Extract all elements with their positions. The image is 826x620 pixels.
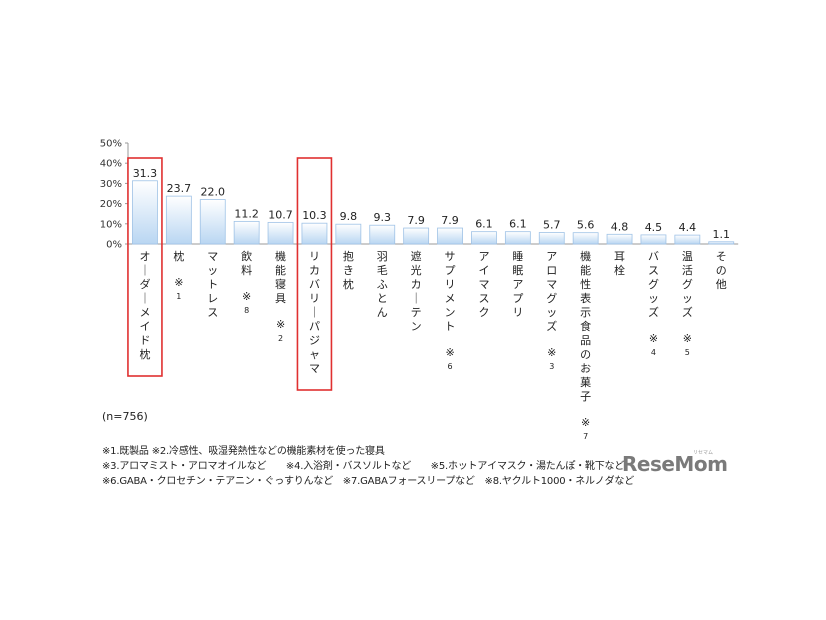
bar bbox=[369, 224, 396, 245]
bar bbox=[538, 232, 565, 245]
value-label: 5.7 bbox=[543, 218, 561, 231]
value-label: 22.0 bbox=[201, 186, 226, 199]
category-label: オ｜ダ｜メイド枕 bbox=[139, 250, 150, 361]
y-tick-label: 0% bbox=[106, 240, 122, 251]
value-label: 6.1 bbox=[475, 218, 493, 231]
bar bbox=[606, 233, 633, 245]
value-label: 31.3 bbox=[133, 167, 158, 180]
category-label: 温活グッズ bbox=[682, 250, 693, 319]
category-note: ※ 7 bbox=[581, 416, 590, 441]
category-label: 耳栓 bbox=[614, 250, 625, 277]
value-label: 23.7 bbox=[167, 182, 192, 195]
bar bbox=[572, 232, 599, 245]
category-label: リカバリ｜パジャマ bbox=[309, 250, 320, 375]
highlight-box bbox=[296, 157, 333, 391]
category-label: 飲料 bbox=[241, 249, 252, 277]
y-tick-label: 10% bbox=[100, 219, 122, 230]
category-note: ※ 1 bbox=[174, 276, 183, 301]
highlight-boxes bbox=[127, 157, 333, 391]
value-label: 4.5 bbox=[645, 221, 663, 234]
bar bbox=[132, 180, 158, 245]
value-label: 9.3 bbox=[374, 211, 392, 224]
value-label: 7.9 bbox=[407, 214, 425, 227]
bar bbox=[335, 223, 362, 245]
value-label: 7.9 bbox=[441, 214, 459, 227]
y-tick-label: 40% bbox=[100, 159, 122, 170]
bars bbox=[132, 180, 735, 245]
bar bbox=[437, 227, 463, 245]
value-label: 6.1 bbox=[509, 218, 527, 231]
value-label: 5.6 bbox=[577, 219, 595, 232]
bar bbox=[267, 221, 294, 245]
bar bbox=[301, 222, 328, 245]
bar bbox=[674, 234, 701, 245]
bar bbox=[708, 241, 735, 245]
footnote-2: ※3.アロマミスト・アロマオイルなど ※4.入浴剤・バスソルトなど ※5.ホット… bbox=[102, 461, 625, 472]
y-axis: 0% 10% 20% 30% 40% 50% bbox=[100, 139, 739, 251]
bar bbox=[471, 231, 497, 245]
highlight-box bbox=[127, 157, 163, 377]
category-note: ※ 6 bbox=[445, 346, 454, 371]
category-label: 遮光カ｜テン bbox=[411, 249, 422, 333]
bar bbox=[233, 220, 260, 245]
category-note: ※ 5 bbox=[683, 332, 692, 357]
category-label: 枕 bbox=[173, 249, 184, 263]
value-label: 10.3 bbox=[302, 209, 327, 222]
footnote-3: ※6.GABA・クロセチン・テアニン・ぐっすりんなど ※7.GABAフォースリー… bbox=[102, 476, 634, 487]
value-label: 9.8 bbox=[340, 210, 358, 223]
y-tick-label: 30% bbox=[100, 179, 122, 190]
category-label: バスグッズ bbox=[648, 250, 659, 319]
category-note: ※ 4 bbox=[649, 332, 658, 357]
category-note: ※ 3 bbox=[547, 346, 556, 371]
category-label: サプリメント bbox=[445, 250, 456, 333]
category-label: 抱き枕 bbox=[343, 249, 354, 291]
category-label: 機能寝具 bbox=[275, 249, 286, 305]
y-tick-label: 20% bbox=[100, 199, 122, 210]
category-label: アイマスク bbox=[478, 250, 489, 319]
category-labels: オ｜ダ｜メイド枕 枕 ※ 1 マットレス 飲料 ※ 8 機能寝具 ※ 2 リカバリ｜パジャマ 抱き枕 羽毛… bbox=[139, 249, 726, 441]
value-label: 10.7 bbox=[268, 208, 293, 221]
category-note: ※ 8 bbox=[242, 290, 251, 315]
value-label: 11.2 bbox=[234, 207, 259, 220]
bar bbox=[199, 199, 226, 245]
value-labels: 31.3 23.7 22.0 11.2 10.7 10.3 9.8 9.3 7.9 7.9 6.1 6… bbox=[133, 167, 730, 241]
sample-size: (n=756) bbox=[102, 410, 148, 423]
value-label: 4.8 bbox=[611, 220, 629, 233]
value-label: 1.1 bbox=[713, 228, 731, 241]
value-label: 4.4 bbox=[679, 221, 697, 234]
footnote-1: ※1.既製品 ※2.冷感性、吸湿発熱性などの機能素材を使った寝具 bbox=[102, 446, 385, 457]
resemom-logo: ReseMom bbox=[622, 452, 728, 476]
category-label: その他 bbox=[716, 250, 727, 291]
y-tick-label: 50% bbox=[100, 139, 122, 150]
category-label: 機能性表示食品のお菓子 bbox=[580, 249, 591, 403]
resemom-logo-sub: リセマム bbox=[693, 450, 714, 456]
bar bbox=[504, 231, 531, 245]
bar bbox=[403, 227, 430, 245]
bar bbox=[165, 195, 192, 245]
bar bbox=[640, 234, 667, 245]
category-label: マットレス bbox=[207, 250, 218, 319]
category-label: アロマグッズ bbox=[546, 250, 557, 333]
category-label: 羽毛ふとん bbox=[377, 250, 388, 319]
category-label: 睡眠アプリ bbox=[512, 250, 523, 319]
category-note: ※ 2 bbox=[276, 318, 285, 343]
